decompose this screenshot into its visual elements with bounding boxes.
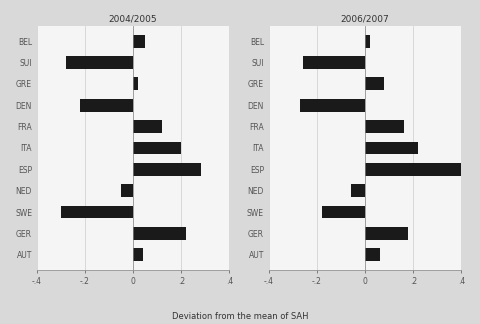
- Bar: [365, 248, 380, 261]
- Bar: [133, 120, 162, 133]
- Bar: [66, 56, 133, 69]
- Bar: [80, 99, 133, 111]
- Bar: [133, 227, 186, 240]
- Bar: [61, 206, 133, 218]
- Bar: [133, 248, 143, 261]
- Bar: [322, 206, 365, 218]
- Bar: [133, 163, 201, 176]
- Title: 2004/2005: 2004/2005: [109, 15, 157, 24]
- Text: Deviation from the mean of SAH: Deviation from the mean of SAH: [172, 312, 308, 321]
- Bar: [365, 227, 408, 240]
- Bar: [133, 35, 145, 48]
- Bar: [365, 163, 461, 176]
- Bar: [121, 184, 133, 197]
- Bar: [300, 99, 365, 111]
- Bar: [365, 142, 418, 154]
- Bar: [365, 120, 404, 133]
- Title: 2006/2007: 2006/2007: [341, 15, 389, 24]
- Bar: [302, 56, 365, 69]
- Bar: [133, 142, 181, 154]
- Bar: [365, 35, 370, 48]
- Bar: [351, 184, 365, 197]
- Bar: [133, 77, 138, 90]
- Bar: [365, 77, 384, 90]
